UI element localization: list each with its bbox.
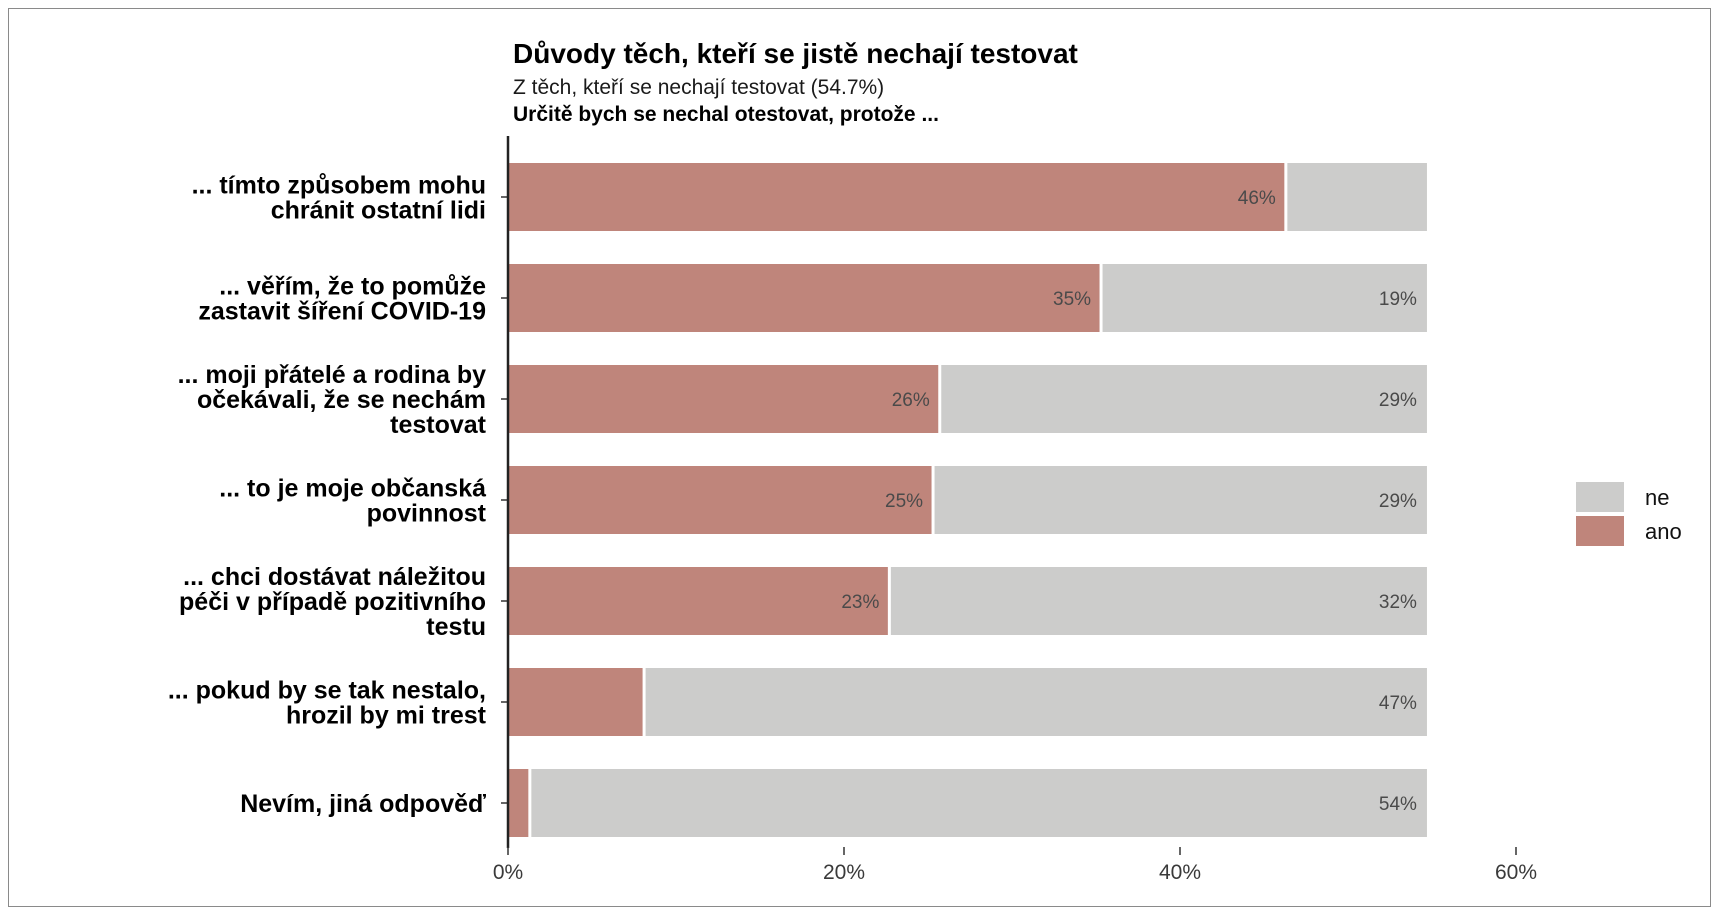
category-label-6: ... pokud by se tak nestalo, hrozil by mi… bbox=[168, 677, 487, 730]
chart-frame bbox=[8, 8, 1711, 907]
plot-area: 46% ... tímto způsobem mohu chránit ostatn… bbox=[168, 136, 1537, 884]
data-label-ne-5: 32% bbox=[1379, 592, 1417, 613]
data-label-ne-3: 29% bbox=[1379, 390, 1417, 411]
category-label-7: Nevím, jiná odpověď bbox=[240, 790, 486, 818]
data-label-ne-7: 54% bbox=[1379, 794, 1417, 815]
legend-swatch-ne bbox=[1576, 482, 1624, 512]
chart-title: Důvody těch, kteří se jistě nechají test… bbox=[513, 38, 1078, 69]
category-label-3: ... moji přátelé a rodina by očekávali, ž… bbox=[178, 361, 487, 439]
bar-ano-1 bbox=[508, 163, 1286, 231]
category-label-2: ... věřím, že to pomůže zastavit šíření C… bbox=[198, 273, 486, 326]
x-tick-label-20: 20% bbox=[823, 861, 865, 884]
bar-ne-1 bbox=[1285, 163, 1427, 231]
bar-ano-6 bbox=[508, 668, 645, 736]
data-label-ne-6: 47% bbox=[1379, 693, 1417, 714]
x-tick-label-40: 40% bbox=[1159, 861, 1201, 884]
category-label-1: ... tímto způsobem mohu chránit ostatní l… bbox=[192, 172, 486, 225]
data-label-ne-2: 19% bbox=[1379, 289, 1417, 310]
bar-ano-2 bbox=[508, 264, 1102, 332]
x-tick-label-0: 0% bbox=[493, 861, 523, 884]
bar-ne-3 bbox=[939, 365, 1427, 433]
bar-ne-5 bbox=[889, 567, 1427, 635]
data-label-ano-3: 26% bbox=[892, 390, 930, 411]
bar-ne-2 bbox=[1101, 264, 1427, 332]
bar-ne-4 bbox=[933, 466, 1427, 534]
legend: ne ano bbox=[1576, 482, 1682, 546]
x-tick-label-60: 60% bbox=[1495, 861, 1537, 884]
bar-ano-7 bbox=[508, 769, 530, 837]
bar-ano-3 bbox=[508, 365, 940, 433]
legend-swatch-ano bbox=[1576, 516, 1624, 546]
category-label-4: ... to je moje občanská povinnost bbox=[219, 475, 486, 528]
data-label-ano-4: 25% bbox=[885, 491, 923, 512]
bar-ano-4 bbox=[508, 466, 934, 534]
bar-ne-6 bbox=[644, 668, 1427, 736]
chart-subtitle: Z těch, kteří se nechají testovat (54.7%… bbox=[513, 76, 884, 99]
bar-ne-7 bbox=[529, 769, 1427, 837]
data-label-ano-5: 23% bbox=[841, 592, 879, 613]
data-label-ano-2: 35% bbox=[1053, 289, 1091, 310]
category-label-5: ... chci dostávat náležitou péči v případ… bbox=[179, 563, 486, 641]
data-label-ano-1: 46% bbox=[1238, 188, 1276, 209]
legend-label-ne: ne bbox=[1645, 485, 1669, 510]
legend-label-ano: ano bbox=[1645, 519, 1682, 544]
bar-ano-5 bbox=[508, 567, 890, 635]
chart-question: Určitě bych se nechal otestovat, protože… bbox=[513, 103, 939, 126]
data-label-ne-4: 29% bbox=[1379, 491, 1417, 512]
